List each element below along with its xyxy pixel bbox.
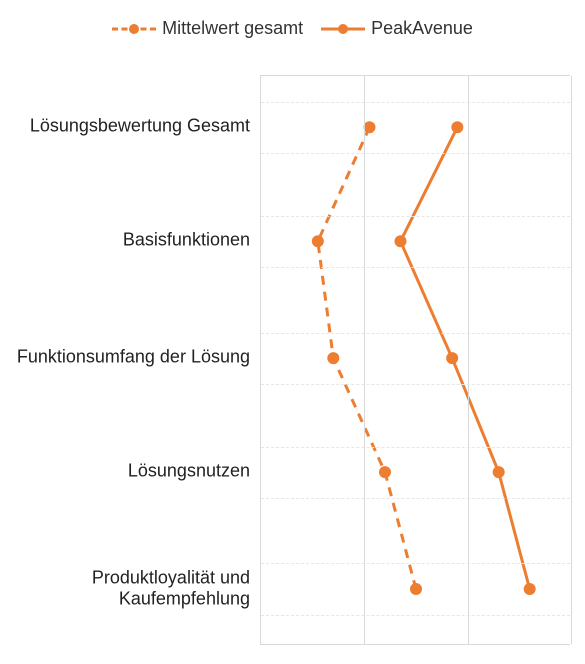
data-point bbox=[524, 583, 536, 595]
category-label: Lösungsbewertung Gesamt bbox=[10, 116, 250, 137]
horizontal-gridline bbox=[261, 447, 570, 448]
horizontal-gridline bbox=[261, 498, 570, 499]
circle-marker-icon bbox=[129, 24, 139, 34]
category-label: Lösungsnutzen bbox=[10, 461, 250, 482]
legend-item-peakavenue: PeakAvenue bbox=[321, 18, 473, 39]
horizontal-gridline bbox=[261, 102, 570, 103]
data-point bbox=[410, 583, 422, 595]
category-axis: Lösungsbewertung Gesamt Basisfunktionen Fu… bbox=[0, 75, 250, 645]
horizontal-gridline bbox=[261, 563, 570, 564]
vertical-gridline bbox=[364, 76, 365, 644]
horizontal-gridline bbox=[261, 153, 570, 154]
data-point bbox=[493, 466, 505, 478]
data-point bbox=[312, 235, 324, 247]
legend: Mittelwert gesamt PeakAvenue bbox=[0, 18, 585, 39]
horizontal-gridline bbox=[261, 615, 570, 616]
plot-area bbox=[260, 75, 570, 645]
vertical-gridline bbox=[468, 76, 469, 644]
data-point bbox=[395, 235, 407, 247]
category-label: Basisfunktionen bbox=[10, 230, 250, 251]
series-lines bbox=[261, 76, 570, 644]
comparison-chart: Mittelwert gesamt PeakAvenue Lösungsbewe… bbox=[0, 0, 585, 664]
category-label: Produktloyalität und Kaufempfehlung bbox=[10, 567, 250, 608]
data-point bbox=[379, 466, 391, 478]
horizontal-gridline bbox=[261, 267, 570, 268]
category-label: Funktionsumfang der Lösung bbox=[10, 347, 250, 368]
data-point bbox=[451, 121, 463, 133]
horizontal-gridline bbox=[261, 384, 570, 385]
circle-marker-icon bbox=[338, 24, 348, 34]
horizontal-gridline bbox=[261, 333, 570, 334]
legend-label: Mittelwert gesamt bbox=[162, 18, 303, 39]
data-point bbox=[446, 352, 458, 364]
vertical-gridline bbox=[571, 76, 572, 644]
legend-label: PeakAvenue bbox=[371, 18, 473, 39]
legend-item-mittelwert: Mittelwert gesamt bbox=[112, 18, 303, 39]
data-point bbox=[327, 352, 339, 364]
series-line bbox=[401, 127, 530, 589]
horizontal-gridline bbox=[261, 216, 570, 217]
